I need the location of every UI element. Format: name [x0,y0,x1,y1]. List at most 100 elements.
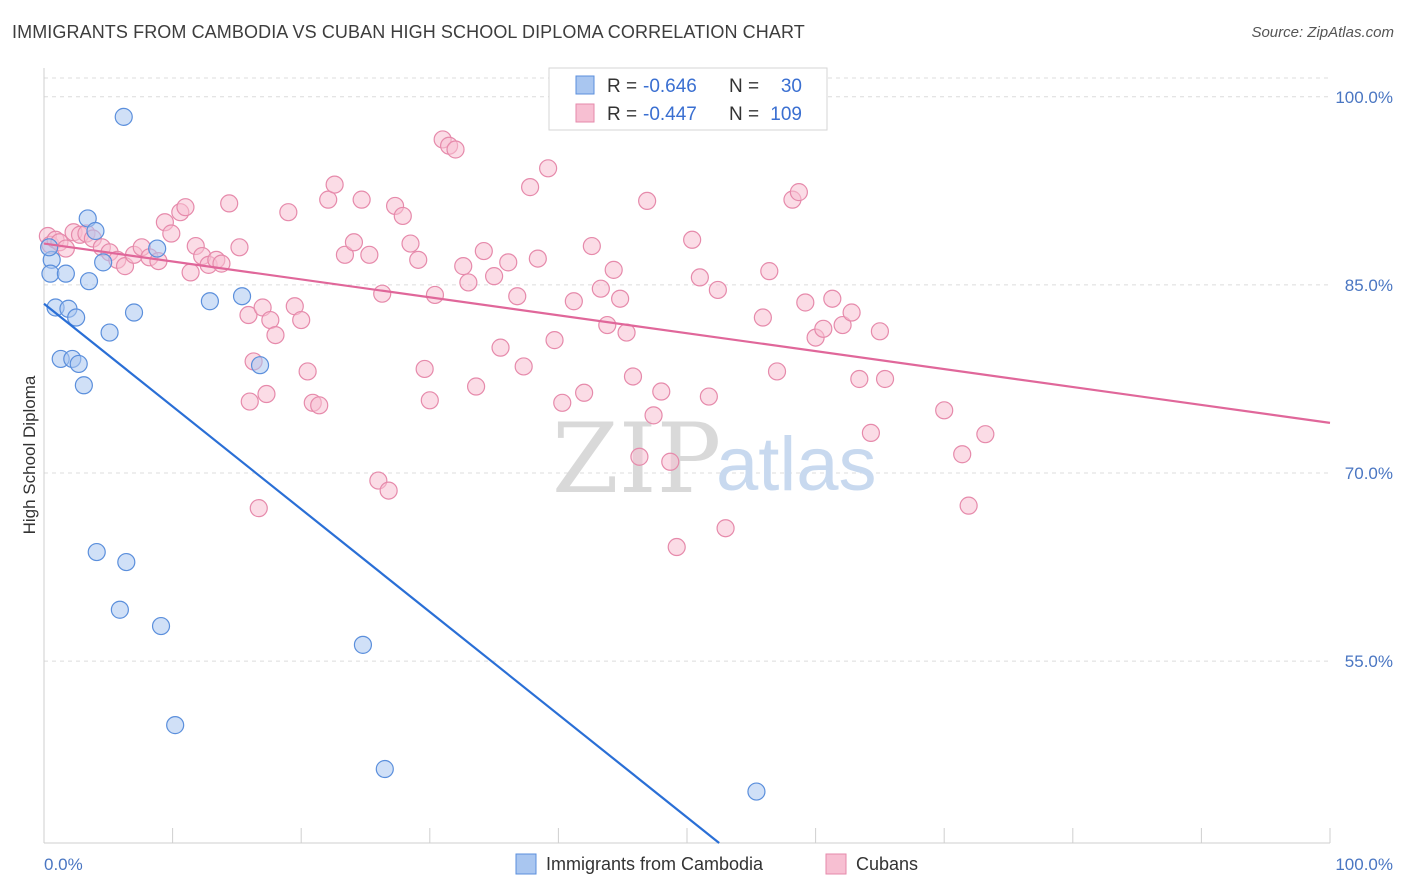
cubans-point [474,241,493,261]
cubans-point [545,331,564,350]
cubans-point [953,445,972,464]
cubans-point [319,190,338,209]
cubans-point [760,262,779,281]
cubans-point [528,249,547,268]
cubans-point [239,305,258,325]
cubans-point [935,401,954,420]
cubans-point [708,280,727,300]
cubans-point [796,293,815,312]
axes [43,68,1331,844]
cubans-point [789,183,808,202]
cubans-point [181,263,200,282]
cubans-point [499,253,518,272]
cubans-point [162,224,181,243]
cubans-point [959,496,978,515]
cubans-point [644,406,663,425]
cambodia-point [117,552,136,572]
cubans-point [539,159,558,178]
cubans-point [976,425,995,444]
y-axis-label: High School Diploma [20,375,39,534]
cubans-point [514,357,533,376]
cubans-point [360,245,379,264]
gridlines [44,77,1330,662]
cubans-point [683,230,702,249]
x-tick-label-left: 0.0% [44,855,83,874]
cambodia-point [40,238,59,257]
cubans-point [325,175,344,194]
cubans-point [240,392,259,411]
cubans-point [249,499,268,518]
cambodia-point [74,376,93,395]
data-points [38,107,995,801]
cubans-point [861,423,880,443]
cubans-point [598,315,617,335]
cubans-point [261,310,280,330]
cubans-point [823,289,842,308]
cubans-point [716,519,735,538]
legend-n-label: N = [729,104,759,125]
cambodia-point [87,542,106,562]
x-tick-label-right: 100.0% [1335,855,1393,874]
cubans-point [446,140,465,159]
cambodia-point [56,264,75,283]
cubans-point [279,203,298,222]
cubans-point [409,250,428,269]
cambodia-point [110,600,129,619]
cubans-point [875,369,895,389]
chart-title: IMMIGRANTS FROM CAMBODIA VS CUBAN HIGH S… [12,22,805,42]
cubans-point [310,396,329,415]
y-tick-labels: 100.0% 85.0% 70.0% 55.0% [1335,88,1393,671]
cambodia-point [250,356,270,375]
cambodia-point [166,716,185,735]
cubans-point [667,537,686,557]
y-tick-label: 70.0% [1345,464,1393,483]
cubans-point [661,452,680,471]
cubans-point [373,284,392,303]
cambodia-point [67,308,86,327]
cubans-point [850,369,869,389]
cubans-point [420,391,439,410]
cambodia-point [114,107,133,126]
cubans-point [415,359,434,379]
legend-r-label: R = [607,76,637,97]
cubans-point [582,236,601,256]
cubans-point [611,289,630,308]
legend-n-label: N = [729,76,759,97]
cubans-point [833,315,852,335]
cubans-point [335,245,355,264]
cambodia-trend-line [43,302,720,844]
cubans-point [56,239,75,258]
cubans-point [292,310,311,330]
cubans-point [393,206,412,226]
cubans-bottom-legend-swatch [825,853,847,875]
watermark-atlas: atlas [716,422,877,507]
y-tick-label: 100.0% [1335,88,1393,107]
x-tick-labels: 0.0% 100.0% [44,855,1393,874]
y-tick-label: 55.0% [1345,652,1393,671]
legend-r-value: -0.447 [643,104,697,125]
cubans-point [176,198,195,217]
cambodia-point [151,616,171,636]
cambodia-point [41,264,60,283]
cubans-point [575,383,594,402]
cambodia-point [124,303,144,322]
cambodia-bottom-legend-swatch [515,853,537,875]
cubans-point [459,273,478,292]
cubans-point [870,322,890,341]
cubans-point [266,325,285,345]
cambodia-point [353,635,373,654]
cubans-point [652,382,671,401]
cubans-point [699,387,718,406]
cubans-point [257,384,276,404]
cambodia-legend-swatch [575,75,595,95]
cubans-point [491,338,510,357]
cubans-point [220,194,239,213]
cubans-point [604,260,623,279]
cambodia-point [94,253,113,272]
source-label: Source: ZipAtlas.com [1251,24,1394,41]
cambodia-point [232,287,252,306]
cubans-point [630,447,649,466]
legend-n-value: 30 [781,76,802,97]
cambodia-point [200,292,219,311]
